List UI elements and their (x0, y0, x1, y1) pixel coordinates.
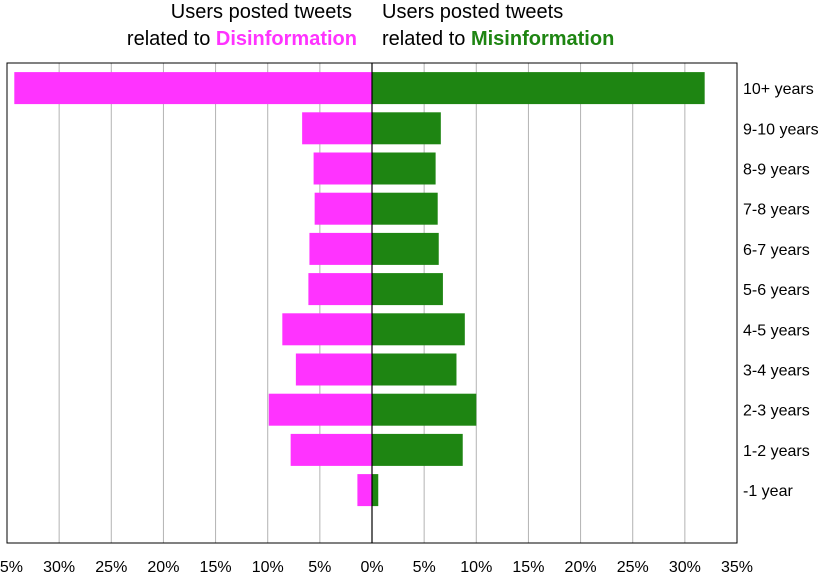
x-tick-label: 15% (200, 559, 232, 575)
bar-misinformation (372, 353, 457, 386)
bar-misinformation (372, 474, 379, 507)
right-title-line1: Users posted tweets (382, 1, 563, 23)
category-labels: 10+ years 9-10 years 8-9 years 7-8 years 6-7… (743, 81, 819, 500)
category-label: 3-4 years (743, 363, 810, 380)
bar-misinformation (372, 192, 438, 225)
bar-disinformation (295, 353, 372, 386)
bar-misinformation (372, 273, 443, 306)
x-tick-label: 20% (565, 559, 597, 575)
category-label: 8-9 years (743, 162, 810, 179)
bar-disinformation (268, 393, 372, 426)
x-tick-label: 10% (252, 559, 284, 575)
category-label: 10+ years (743, 81, 814, 98)
bar-disinformation (302, 112, 372, 145)
x-tick-label: 5% (413, 559, 436, 575)
right-title-line2: related to Misinformation (382, 28, 614, 50)
bar-misinformation (372, 72, 705, 105)
bar-disinformation (308, 273, 372, 306)
bar-disinformation (14, 72, 373, 105)
x-tick-label: 10% (460, 559, 492, 575)
category-label: 7-8 years (743, 202, 810, 219)
x-tick-label: 30% (669, 559, 701, 575)
category-label: -1 year (743, 483, 793, 500)
category-label: 1-2 years (743, 443, 810, 460)
category-label: 2-3 years (743, 403, 810, 420)
x-tick-label: 15% (512, 559, 544, 575)
bar-disinformation (314, 192, 372, 225)
bar-disinformation (282, 313, 372, 346)
x-tick-label: 0% (360, 559, 383, 575)
bar-misinformation (372, 112, 441, 145)
category-label: 6-7 years (743, 242, 810, 259)
category-label: 5-6 years (743, 282, 810, 299)
left-title-line2: related to Disinformation (127, 28, 357, 50)
bar-disinformation (290, 433, 372, 466)
x-tick-label: 25% (617, 559, 649, 575)
bar-misinformation (372, 232, 439, 265)
x-tick-label: 20% (147, 559, 179, 575)
bar-misinformation (372, 152, 436, 185)
category-label: 4-5 years (743, 322, 810, 339)
bars (14, 72, 705, 507)
left-title-line1: Users posted tweets (171, 1, 352, 23)
right-title-highlight: Misinformation (471, 28, 614, 50)
bar-disinformation (357, 474, 372, 507)
right-title-prefix: related to (382, 28, 471, 50)
category-label: 9-10 years (743, 121, 819, 138)
x-tick-labels: 35% 30% 25% 20% 15% 10% 5% 0% 5% 10% 15% 20% 25% 30% 3… (0, 559, 753, 575)
bar-misinformation (372, 393, 477, 426)
bar-misinformation (372, 433, 463, 466)
x-tick-label: 25% (95, 559, 127, 575)
x-tick-label: 5% (308, 559, 331, 575)
bar-misinformation (372, 313, 465, 346)
x-tick-label: 30% (43, 559, 75, 575)
left-title-highlight: Disinformation (216, 28, 357, 50)
left-title-prefix: related to (127, 28, 216, 50)
bar-disinformation (309, 232, 372, 265)
x-tick-label: 35% (721, 559, 753, 575)
x-tick-label: 35% (0, 559, 23, 575)
bar-disinformation (313, 152, 372, 185)
